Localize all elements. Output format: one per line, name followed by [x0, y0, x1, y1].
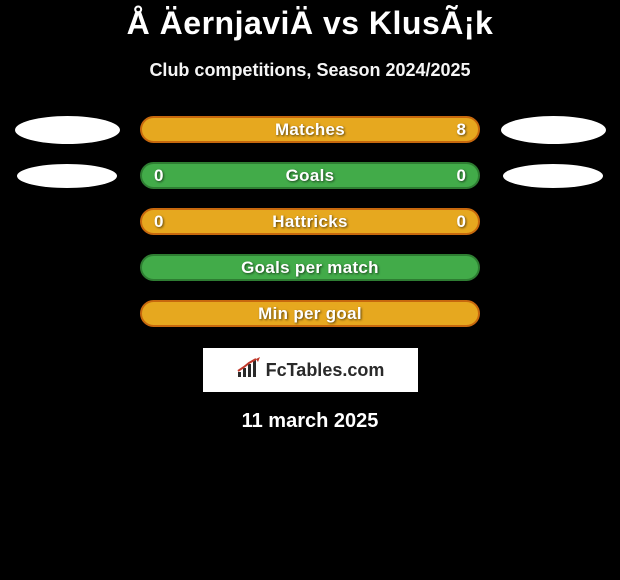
stat-label: Goals per match [241, 258, 379, 278]
stat-label: Min per goal [258, 304, 362, 324]
stats-area: Matches 8 0 Goals 0 0 Hattricks 0 Goals per matc… [0, 116, 620, 327]
logo-text: FcTables.com [266, 360, 385, 381]
stat-row: Matches 8 [140, 116, 480, 143]
left-ellipse-2 [17, 164, 117, 188]
stat-row: Goals per match [140, 254, 480, 281]
right-ellipse-2 [503, 164, 603, 188]
stat-left-value: 0 [154, 212, 174, 232]
fctables-logo: FcTables.com [203, 348, 418, 392]
date-text: 11 march 2025 [242, 410, 379, 433]
stat-row: 0 Hattricks 0 [140, 208, 480, 235]
stat-right-value: 0 [446, 212, 466, 232]
stat-label: Hattricks [272, 212, 347, 232]
stat-left-value: 0 [154, 166, 174, 186]
page-title: Å ÄernjaviÄ vs KlusÃ¡k [127, 5, 494, 42]
right-player-col [498, 116, 608, 188]
right-ellipse-1 [501, 116, 606, 144]
stat-row: Min per goal [140, 300, 480, 327]
stat-row: 0 Goals 0 [140, 162, 480, 189]
stat-right-value: 0 [446, 166, 466, 186]
logo-chart-icon [236, 357, 262, 384]
left-player-col [12, 116, 122, 188]
stat-label: Matches [275, 120, 345, 140]
left-ellipse-1 [15, 116, 120, 144]
page-subtitle: Club competitions, Season 2024/2025 [149, 60, 470, 81]
stat-rows: Matches 8 0 Goals 0 0 Hattricks 0 Goals per matc… [140, 116, 480, 327]
stat-right-value: 8 [446, 120, 466, 140]
comparison-infographic: Å ÄernjaviÄ vs KlusÃ¡k Club competitions… [0, 0, 620, 580]
stat-label: Goals [286, 166, 335, 186]
